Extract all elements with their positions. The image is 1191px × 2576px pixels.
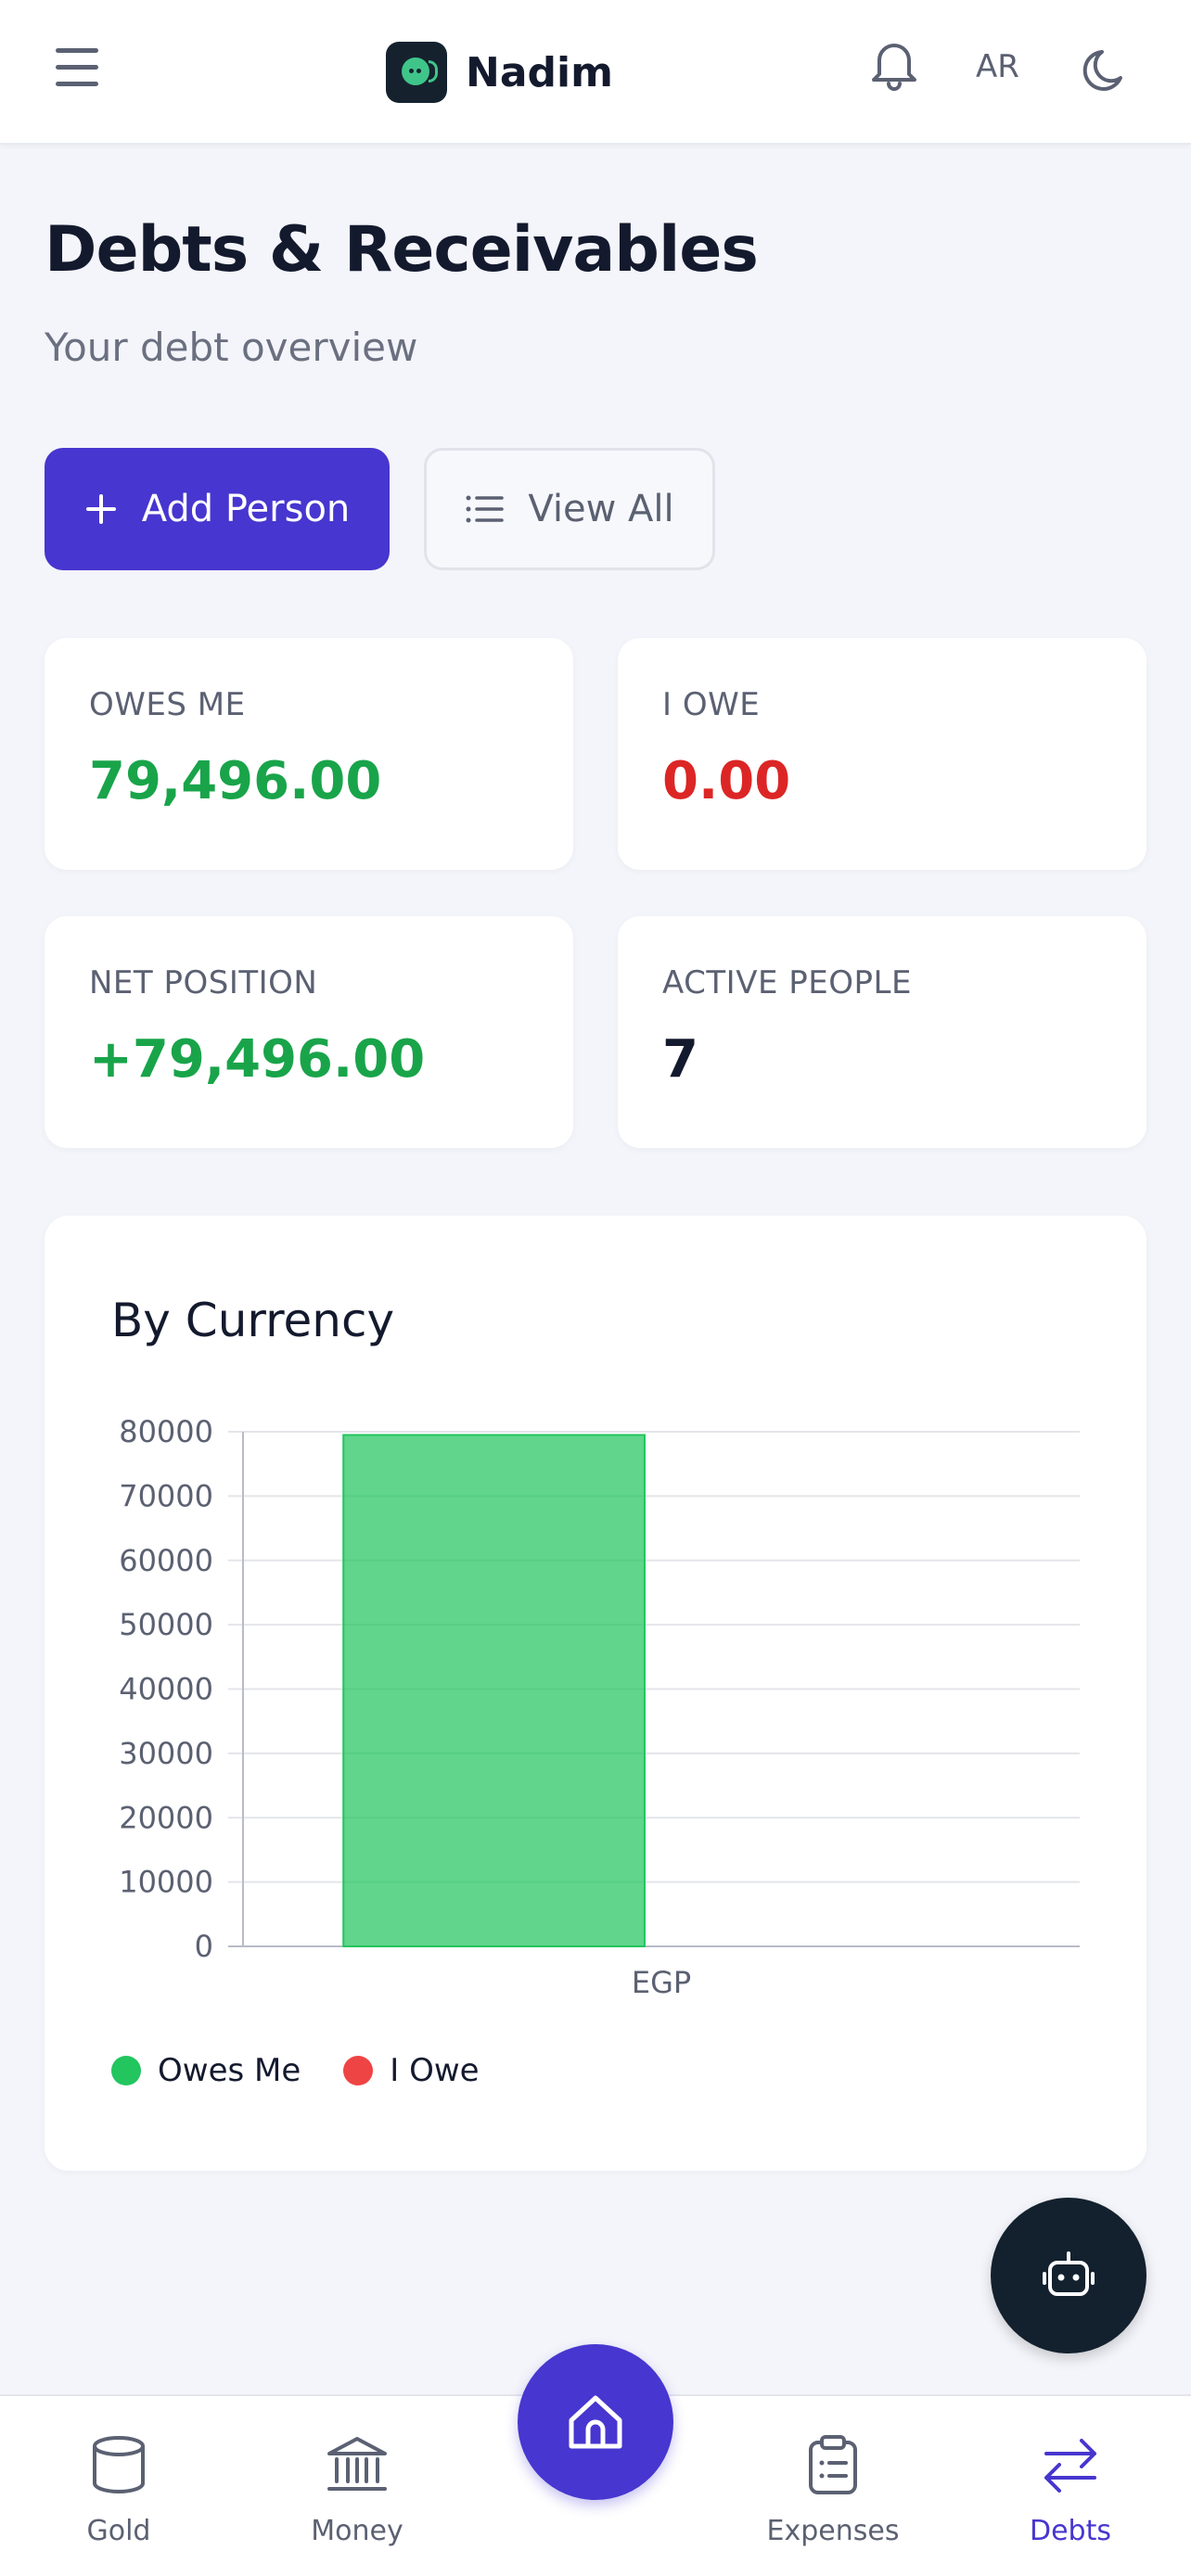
y-tick-label: 70000 bbox=[119, 1478, 213, 1513]
i-owe-card: I OWE 0.00 bbox=[618, 638, 1146, 870]
active-people-label: ACTIVE PEOPLE bbox=[662, 964, 912, 1001]
plus-icon bbox=[85, 494, 116, 524]
y-tick-label: 80000 bbox=[119, 1414, 213, 1449]
active-people-card: ACTIVE PEOPLE 7 bbox=[618, 916, 1146, 1148]
language-toggle[interactable]: AR bbox=[976, 48, 1019, 85]
assistant-bot-button[interactable] bbox=[991, 2198, 1146, 2353]
nav-item-gold[interactable]: Gold bbox=[26, 2396, 211, 2576]
add-person-button[interactable]: Add Person bbox=[45, 448, 390, 570]
page-subtitle: Your debt overview bbox=[45, 325, 418, 370]
chart-title: By Currency bbox=[111, 1294, 395, 1347]
nav-item-money[interactable]: Money bbox=[264, 2396, 450, 2576]
y-tick-label: 10000 bbox=[119, 1865, 213, 1900]
legend-label-owes-me: Owes Me bbox=[158, 2052, 301, 2089]
y-tick-label: 60000 bbox=[119, 1543, 213, 1578]
by-currency-chart-card: By Currency 0 10000 20000 30000 40000 50000 60… bbox=[45, 1216, 1146, 2171]
owes-me-swatch bbox=[111, 2056, 141, 2085]
net-position-card: NET POSITION +79,496.00 bbox=[45, 916, 573, 1148]
page-title: Debts & Receivables bbox=[45, 213, 759, 287]
home-button[interactable] bbox=[518, 2344, 673, 2500]
nav-label-expenses: Expenses bbox=[766, 2515, 900, 2547]
i-owe-value: 0.00 bbox=[662, 751, 791, 811]
top-app-bar: Nadim AR bbox=[0, 0, 1191, 145]
active-people-value: 7 bbox=[662, 1029, 698, 1090]
y-tick-label: 0 bbox=[195, 1929, 213, 1964]
y-tick-label: 50000 bbox=[119, 1607, 213, 1642]
brand-name: Nadim bbox=[466, 48, 613, 96]
x-tick-label: EGP bbox=[632, 1965, 691, 2000]
bell-icon[interactable] bbox=[868, 37, 920, 93]
list-icon bbox=[466, 495, 505, 523]
chart-legend: Owes Me I Owe bbox=[111, 2052, 522, 2089]
legend-item-i-owe[interactable]: I Owe bbox=[343, 2052, 480, 2089]
view-all-label: View All bbox=[528, 488, 674, 530]
owes-me-label: OWES ME bbox=[89, 686, 246, 723]
y-tick-label: 40000 bbox=[119, 1672, 213, 1707]
net-position-value: +79,496.00 bbox=[89, 1029, 426, 1090]
nav-label-money: Money bbox=[311, 2515, 403, 2547]
bar-owes-me bbox=[342, 1434, 646, 1947]
legend-item-owes-me[interactable]: Owes Me bbox=[111, 2052, 301, 2089]
bank-icon bbox=[327, 2437, 387, 2491]
brand[interactable]: Nadim bbox=[386, 41, 613, 104]
robot-face-logo bbox=[386, 42, 447, 103]
bar-chart: 0 10000 20000 30000 40000 50000 60000 70000 8000… bbox=[119, 1414, 1080, 2000]
home-icon bbox=[569, 2395, 622, 2449]
i-owe-swatch bbox=[343, 2056, 374, 2085]
hamburger-menu-icon[interactable] bbox=[56, 48, 111, 96]
y-tick-label: 30000 bbox=[119, 1736, 213, 1771]
net-position-label: NET POSITION bbox=[89, 964, 318, 1001]
clipboard-list-icon bbox=[809, 2435, 857, 2494]
moon-icon[interactable] bbox=[1080, 43, 1135, 98]
add-person-label: Add Person bbox=[141, 488, 351, 530]
arrows-exchange-icon bbox=[1044, 2439, 1096, 2493]
cylinder-icon bbox=[93, 2436, 145, 2493]
y-tick-label: 20000 bbox=[119, 1800, 213, 1835]
legend-label-i-owe: I Owe bbox=[390, 2052, 480, 2089]
owes-me-value: 79,496.00 bbox=[89, 751, 382, 811]
nav-item-debts[interactable]: Debts bbox=[978, 2396, 1163, 2576]
i-owe-label: I OWE bbox=[662, 686, 761, 723]
robot-icon bbox=[1043, 2251, 1095, 2296]
nav-label-debts: Debts bbox=[1030, 2515, 1111, 2547]
owes-me-card: OWES ME 79,496.00 bbox=[45, 638, 573, 870]
nav-label-gold: Gold bbox=[86, 2515, 151, 2547]
nav-item-expenses[interactable]: Expenses bbox=[740, 2396, 926, 2576]
view-all-button[interactable]: View All bbox=[424, 448, 715, 570]
